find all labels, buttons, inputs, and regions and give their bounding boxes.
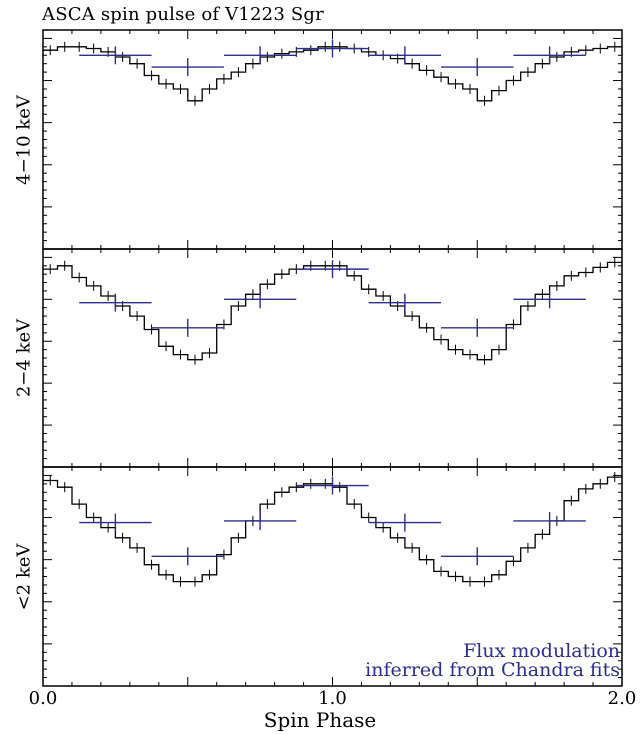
x-tick-label: 1.0 [318,688,347,709]
x-tick-label: 0.0 [28,688,58,709]
panel-2-y-axis-label: 2−4 keV [13,318,35,398]
annotation-line-1: Flux modulation [463,640,620,662]
x-tick-label: 2.0 [607,688,637,709]
panel-2-frame [42,248,623,468]
panel-1-y-axis-label: 4−10 keV [13,94,35,185]
panel-3-y-axis-label: <2 keV [13,543,35,610]
annotation-line-2: inferred from Chandra fits [365,659,620,681]
chart-title: ASCA spin pulse of V1223 Sgr [42,4,324,25]
x-axis-label: Spin Phase [263,708,377,732]
